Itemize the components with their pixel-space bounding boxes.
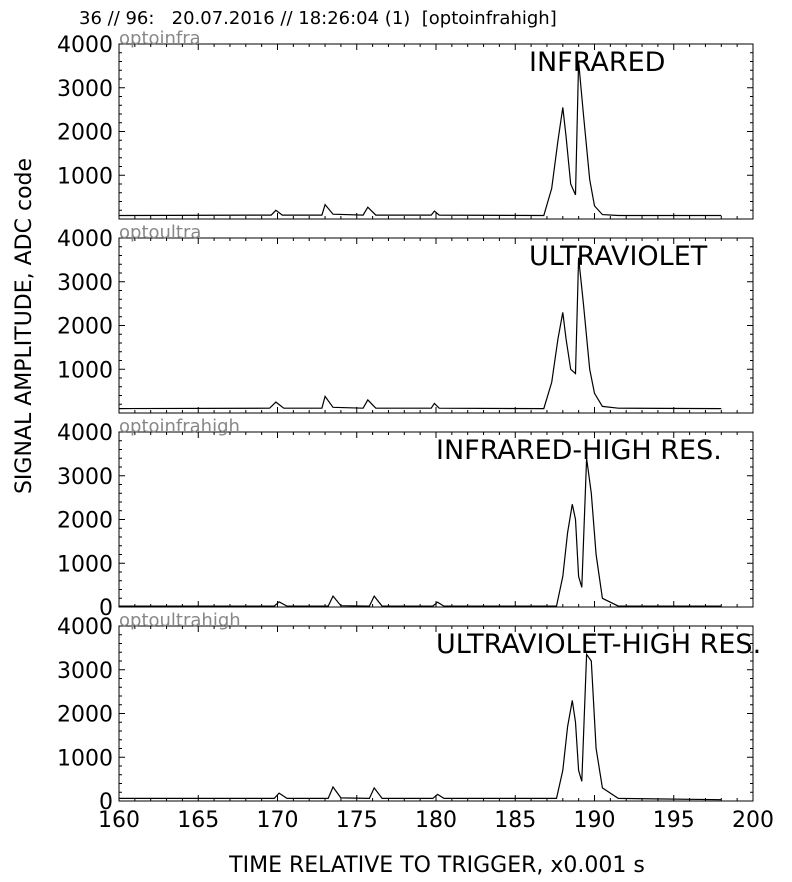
y-tick-label: 2000 xyxy=(57,315,113,340)
series-line xyxy=(119,652,722,801)
x-tick-label: 170 xyxy=(257,808,299,833)
panel-title: ULTRAVIOLET-HIGH RES. xyxy=(436,629,761,660)
x-tick-label: 160 xyxy=(98,808,140,833)
y-tick-label: 4000 xyxy=(57,227,113,252)
y-tick-label: 3000 xyxy=(57,77,113,102)
channel-label: optoinfra xyxy=(119,28,201,49)
y-tick-label: 2000 xyxy=(57,509,113,534)
channel-label: optoinfrahigh xyxy=(119,416,240,437)
y-tick-label: 0 xyxy=(99,596,113,621)
header-title: 36 // 96: 20.07.2016 // 18:26:04 (1) [op… xyxy=(79,8,557,29)
y-tick-label: 4000 xyxy=(57,33,113,58)
x-tick-label: 180 xyxy=(415,808,457,833)
y-tick-label: 3000 xyxy=(57,465,113,490)
y-tick-label: 0 xyxy=(99,790,113,815)
x-tick-label: 185 xyxy=(494,808,536,833)
panel-title: ULTRAVIOLET xyxy=(529,241,708,272)
x-axis-label: TIME RELATIVE TO TRIGGER, x0.001 s xyxy=(228,853,645,878)
channel-label: optoultrahigh xyxy=(119,610,241,631)
y-tick-label: 4000 xyxy=(57,615,113,640)
series-line xyxy=(119,458,722,607)
y-tick-label: 3000 xyxy=(57,659,113,684)
x-tick-label: 190 xyxy=(574,808,616,833)
x-tick-label: 200 xyxy=(732,808,774,833)
y-tick-label: 1000 xyxy=(57,164,113,189)
y-tick-label: 1000 xyxy=(57,358,113,383)
x-tick-label: 175 xyxy=(336,808,378,833)
x-tick-label: 195 xyxy=(653,808,695,833)
y-axis-label: SIGNAL AMPLITUDE, ADC code xyxy=(12,158,37,494)
y-tick-label: 1000 xyxy=(57,552,113,577)
x-tick-label: 165 xyxy=(177,808,219,833)
y-tick-label: 2000 xyxy=(57,703,113,728)
y-tick-label: 3000 xyxy=(57,271,113,296)
channel-label: optoultra xyxy=(119,222,201,243)
series-line xyxy=(118,61,722,217)
panel-title: INFRARED-HIGH RES. xyxy=(436,435,722,466)
series-line xyxy=(118,257,722,410)
y-tick-label: 4000 xyxy=(57,421,113,446)
panel-title: INFRARED xyxy=(529,47,665,78)
y-tick-label: 1000 xyxy=(57,746,113,771)
y-tick-label: 2000 xyxy=(57,121,113,146)
